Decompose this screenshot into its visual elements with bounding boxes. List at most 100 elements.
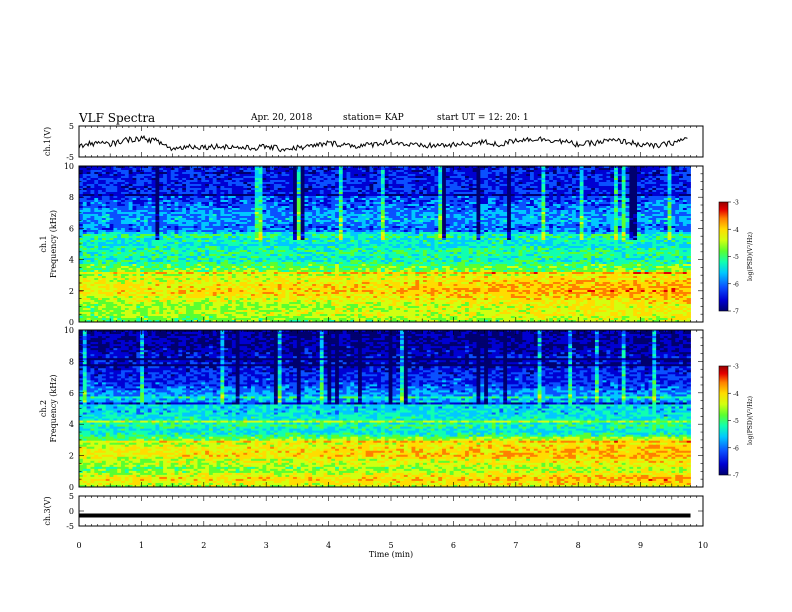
ch1-spectrogram-cell (105, 204, 110, 207)
ch1-spectrogram-cell (560, 178, 565, 181)
ch1-spectrogram-cell (132, 192, 137, 195)
ch1-spectrogram-cell (98, 180, 103, 183)
ch1-spectrogram-cell (648, 186, 653, 189)
ch1-spectrogram-cell (132, 178, 137, 181)
ch1-spectrogram-cell (442, 166, 447, 169)
ch1-spectrogram-cell (201, 196, 206, 199)
ch1-spectrogram-cell (90, 182, 95, 185)
ch1-spectrogram-cell (545, 176, 550, 179)
ch1-spectrogram-cell (392, 188, 397, 191)
ch1-spectrogram-cell (621, 202, 626, 205)
ch1-spectrogram-cell (415, 188, 420, 191)
ch1-spectrogram-cell (686, 190, 691, 193)
ch1-spectrogram-cell (79, 182, 84, 185)
ch1-spectrogram-cell (652, 170, 657, 173)
ch1-spectrogram-cell (648, 172, 653, 175)
ch1-spectrogram-cell (514, 196, 519, 199)
ch1-spectrogram-cell (220, 204, 225, 207)
ch1-spectrogram-cell (583, 170, 588, 173)
ch1-spectrogram-cell (430, 174, 435, 177)
ch1-spectrogram-cell (201, 182, 206, 185)
ch1-spectrogram-cell (128, 174, 133, 177)
ch1-spectrogram-cell (598, 170, 604, 173)
ch1-spectrogram-cell (308, 196, 313, 199)
ch1-spectrogram-cell (193, 182, 198, 185)
ch1-spectrogram-cell (598, 182, 604, 185)
ch1-spectrogram-cell (545, 182, 550, 185)
ch1-spectrogram-cell (354, 170, 359, 173)
ch1-spectrogram-cell (312, 190, 317, 193)
ch1-spectrogram-cell (361, 186, 367, 189)
ch1-spectrogram-cell (327, 180, 332, 183)
ch1-spectrogram-cell (614, 170, 619, 173)
ch1-spectrogram-cell (422, 198, 428, 201)
ch1-spectrogram-cell (273, 194, 279, 197)
ch1-spectrogram-cell (189, 200, 195, 203)
ch1-spectrogram-cell (101, 202, 107, 205)
ch1-spectrogram-cell (614, 202, 619, 205)
ch1-spectrogram-cell (94, 174, 99, 177)
ch1-spectrogram-cell (426, 200, 432, 203)
ch1-spectrogram-cell (79, 202, 84, 205)
ch1-spectrogram-cell (323, 204, 328, 207)
ch1-spectrogram-cell (262, 178, 267, 181)
ch1-spectrogram-cell (235, 176, 240, 179)
ch1-spectrogram-cell (426, 204, 432, 207)
ch1-spectrogram-cell (587, 180, 592, 183)
ch1-spectrogram-cell (163, 168, 168, 171)
ch1-spectrogram-cell (105, 198, 110, 201)
ch1-spectrogram-cell (289, 204, 294, 207)
ch1-spectrogram-cell (113, 170, 118, 173)
ch1-spectrogram-cell (147, 172, 153, 175)
ch1-spectrogram-cell (610, 172, 615, 175)
ch1-spectrogram-cell (365, 206, 370, 209)
ch1-spectrogram-cell (533, 204, 539, 207)
ch1-spectrogram-cell (541, 170, 546, 173)
ch1-spectrogram-cell (98, 172, 103, 175)
ch1-spectrogram-cell (671, 178, 676, 181)
ch1-spectrogram-cell (541, 194, 546, 197)
ch1-spectrogram-cell (518, 172, 523, 175)
ch1-spectrogram-cell (591, 166, 596, 169)
ch1-spectrogram-cell (323, 184, 328, 187)
ch1-spectrogram-cell (503, 170, 508, 173)
ch1-spectrogram-cell (465, 186, 470, 189)
ch1-spectrogram-cell (235, 188, 240, 191)
ch1-spectrogram-cell (594, 200, 600, 203)
ch1-spectrogram-cell (140, 188, 145, 191)
ch1-spectrogram-cell (468, 194, 474, 197)
ch1-spectrogram-cell (342, 182, 347, 185)
ch1-spectrogram-cell (300, 192, 305, 195)
ch1-spectrogram-cell (220, 198, 225, 201)
ch1-spectrogram-cell (304, 190, 309, 193)
ch1-spectrogram-cell (533, 188, 539, 191)
ch1-spectrogram-cell (186, 172, 191, 175)
ch1-spectrogram-cell (346, 206, 351, 209)
ch1-spectrogram-cell (155, 192, 160, 195)
ch1-spectrogram-cell (411, 176, 416, 179)
ch1-spectrogram-cell (94, 190, 99, 193)
ch1-spectrogram-cell (499, 202, 504, 205)
ch1-spectrogram-cell (384, 192, 389, 195)
ch1-spectrogram-cell (277, 198, 282, 201)
ch1-spectrogram-cell (105, 190, 110, 193)
ch1-spectrogram-cell (659, 166, 665, 169)
ch1-spectrogram-cell (617, 198, 623, 201)
ch1-spectrogram-cell (212, 200, 217, 203)
ch1-spectrogram-cell (392, 168, 397, 171)
ch1-spectrogram-cell (224, 204, 229, 207)
ch1-spectrogram-cell (526, 204, 531, 207)
ch1-spectrogram-cell (533, 194, 539, 197)
ch1-spectrogram-cell (166, 182, 172, 185)
ch1-spectrogram-cell (350, 200, 355, 203)
ch1-spectrogram-cell (159, 188, 164, 191)
ch1-spectrogram-cell (235, 184, 240, 187)
ch1-spectrogram-cell (281, 182, 286, 185)
ch1-spectrogram-cell (644, 204, 649, 207)
ch1-spectrogram-cell (491, 182, 496, 185)
ch1-spectrogram-cell (453, 188, 458, 191)
ch1-spectrogram-cell (319, 188, 325, 191)
ch1-spectrogram-cell (587, 168, 592, 171)
ch1-spectrogram-cell (101, 188, 107, 191)
ch1-spectrogram-cell (667, 178, 672, 181)
